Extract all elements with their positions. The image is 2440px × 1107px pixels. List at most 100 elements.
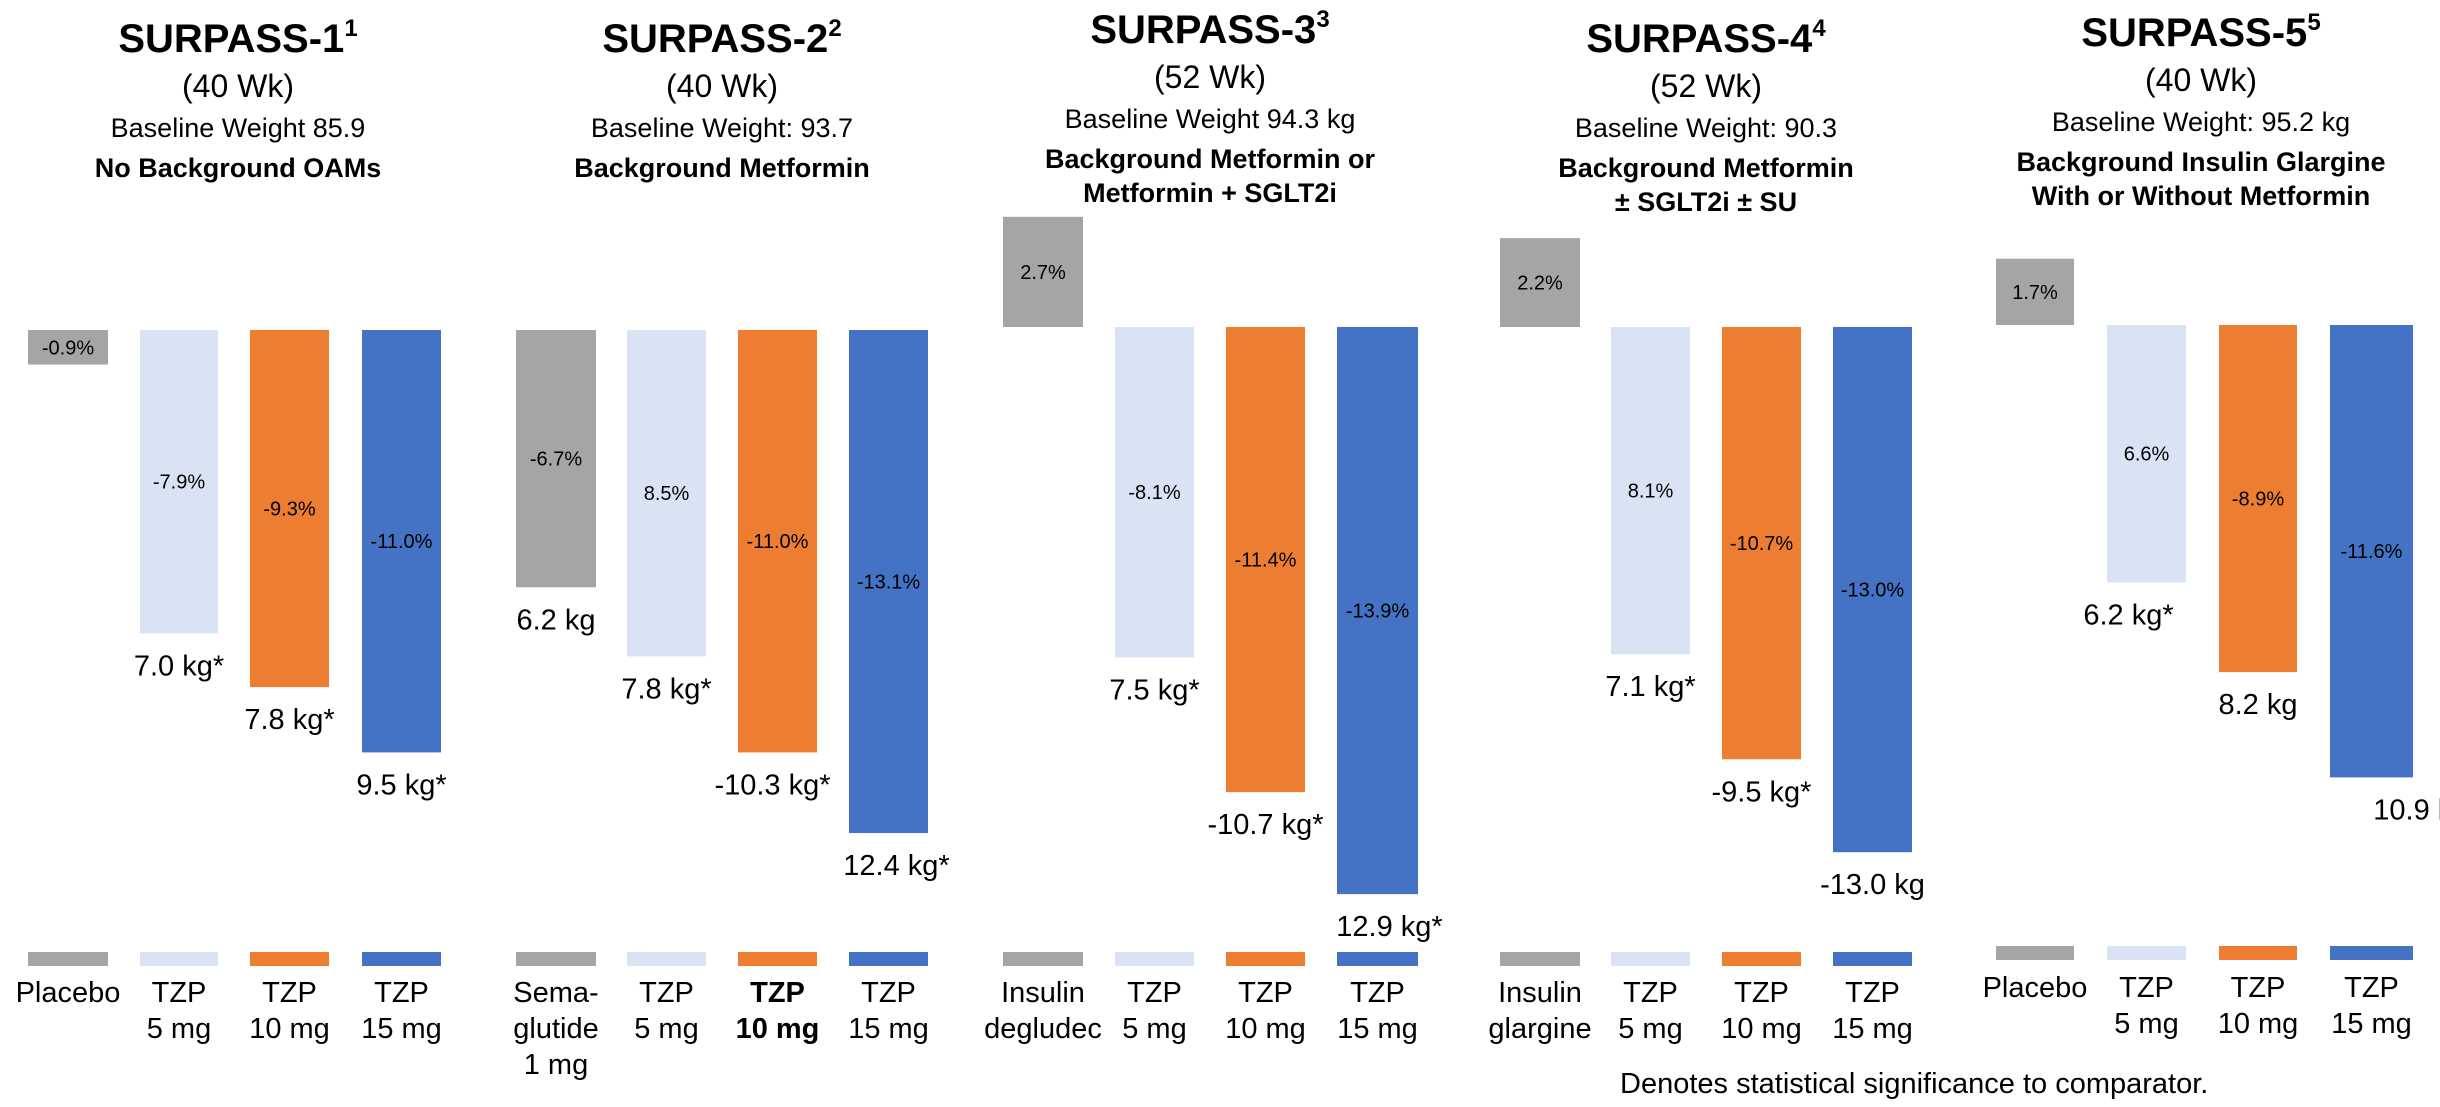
data-label: -0.9%	[42, 337, 94, 359]
chart-background-line: With or Without Metformin	[2032, 181, 2370, 211]
data-label: -13.9%	[1346, 601, 1410, 623]
category-label: 15 mg	[848, 1013, 929, 1045]
category-label: 15 mg	[361, 1013, 442, 1045]
chart-title: SURPASS-11	[118, 15, 357, 61]
legend-swatch	[1337, 952, 1418, 966]
footnote: Denotes statistical significance to comp…	[1620, 1068, 2209, 1100]
bar	[362, 330, 441, 753]
title-superscript: 5	[2307, 9, 2320, 36]
title-superscript: 4	[1812, 15, 1826, 42]
legend-swatch	[1115, 952, 1194, 966]
category-label: Placebo	[1983, 972, 2088, 1004]
kg-label: -10.7 kg*	[1207, 809, 1323, 841]
kg-label: -10.3 kg*	[714, 769, 830, 801]
legend-swatch	[738, 952, 817, 966]
bar	[849, 330, 928, 834]
category-label: 10 mg	[249, 1013, 330, 1045]
kg-label: 8.2 kg	[2219, 689, 2298, 721]
chart-title: SURPASS-55	[2081, 9, 2320, 55]
bar	[627, 330, 706, 657]
chart-baseline: Baseline Weight: 90.3	[1575, 113, 1837, 143]
data-label: 1.7%	[2012, 282, 2058, 304]
data-label: -13.0%	[1841, 580, 1905, 602]
kg-label: 7.8 kg*	[244, 704, 334, 736]
category-label: Insulin	[1498, 977, 1582, 1009]
legend-swatch	[1611, 952, 1690, 966]
category-label: TZP	[861, 977, 916, 1009]
category-label: 10 mg	[736, 1013, 820, 1045]
category-label: TZP	[2119, 972, 2174, 1004]
data-label: -7.9%	[153, 472, 205, 494]
chart-title: SURPASS-33	[1090, 6, 1329, 52]
legend-swatch	[1500, 952, 1580, 966]
category-label: TZP	[374, 977, 429, 1009]
kg-label: 10.9 kg*	[2373, 794, 2440, 826]
bar	[1611, 327, 1690, 655]
chart-2: SURPASS-22 (40 Wk) Baseline Weight: 93.7 Ba…	[513, 15, 949, 1081]
bar	[140, 330, 218, 634]
category-label: 5 mg	[1122, 1013, 1186, 1045]
bar	[2107, 325, 2186, 583]
category-label: 15 mg	[1832, 1013, 1913, 1045]
bar	[2330, 325, 2413, 778]
chart-duration: (52 Wk)	[1650, 68, 1762, 104]
category-label: TZP	[1734, 977, 1789, 1009]
legend-swatch	[627, 952, 706, 966]
kg-label: 12.4 kg*	[843, 850, 949, 882]
chart-background-line: Background Metformin or	[1045, 144, 1376, 174]
bar	[1115, 327, 1194, 658]
chart-duration: (40 Wk)	[2145, 62, 2257, 98]
kg-label: 7.1 kg*	[1605, 671, 1695, 703]
bar	[1500, 238, 1580, 327]
category-label: 5 mg	[147, 1013, 211, 1045]
category-label: TZP	[1623, 977, 1678, 1009]
category-label: Placebo	[16, 977, 121, 1009]
data-label: -11.4%	[1235, 550, 1297, 572]
chart-baseline: Baseline Weight: 95.2 kg	[2052, 107, 2350, 137]
data-label: -6.7%	[530, 449, 582, 471]
category-label: degludec	[984, 1013, 1102, 1045]
data-label: -10.7%	[1730, 533, 1794, 555]
legend-swatch	[2330, 946, 2413, 960]
chart-background-line: Background Insulin Glargine	[2016, 147, 2385, 177]
bar	[2219, 325, 2297, 673]
category-label: TZP	[1127, 977, 1182, 1009]
category-label: 15 mg	[2331, 1008, 2412, 1040]
chart-3: SURPASS-33 (52 Wk) Baseline Weight 94.3 kg…	[984, 6, 1443, 1045]
title-superscript: 2	[828, 15, 841, 42]
data-label: -8.9%	[2232, 489, 2284, 511]
category-label: 10 mg	[1721, 1013, 1802, 1045]
category-label: 5 mg	[1618, 1013, 1682, 1045]
chart-baseline: Baseline Weight 94.3 kg	[1065, 104, 1356, 134]
chart-background-line: Metformin + SGLT2i	[1083, 178, 1337, 208]
kg-label: 7.8 kg*	[621, 673, 711, 705]
category-label: TZP	[639, 977, 694, 1009]
category-label: 1 mg	[524, 1049, 588, 1081]
category-label: TZP	[1238, 977, 1293, 1009]
legend-swatch	[849, 952, 928, 966]
legend-swatch	[2107, 946, 2186, 960]
category-label: Insulin	[1001, 977, 1085, 1009]
data-label: -9.3%	[263, 499, 315, 521]
category-label: 10 mg	[2218, 1008, 2299, 1040]
chart-4: SURPASS-44 (52 Wk) Baseline Weight: 90.3 Ba…	[1488, 15, 1924, 1045]
category-label: 5 mg	[634, 1013, 698, 1045]
category-label: glargine	[1488, 1013, 1591, 1045]
chart-baseline: Baseline Weight 85.9	[111, 113, 366, 143]
legend-swatch	[362, 952, 441, 966]
bar	[1337, 327, 1418, 895]
category-label: TZP	[262, 977, 317, 1009]
data-label: -8.1%	[1128, 482, 1180, 504]
title-superscript: 1	[344, 15, 357, 42]
data-label: 8.5%	[644, 483, 690, 505]
category-label: TZP	[750, 977, 805, 1009]
legend-swatch	[140, 952, 218, 966]
chart-title: SURPASS-44	[1586, 15, 1826, 61]
legend-swatch	[1833, 952, 1912, 966]
chart-background-line: No Background OAMs	[95, 153, 382, 183]
data-label: 6.6%	[2124, 444, 2170, 466]
bar	[1996, 258, 2074, 325]
chart-duration: (40 Wk)	[666, 68, 778, 104]
